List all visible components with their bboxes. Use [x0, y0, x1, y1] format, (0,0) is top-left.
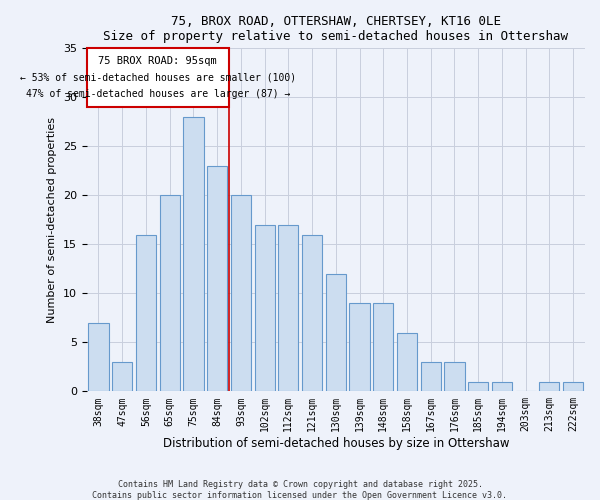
Bar: [160, 196, 180, 392]
X-axis label: Distribution of semi-detached houses by size in Ottershaw: Distribution of semi-detached houses by …: [163, 437, 509, 450]
Text: ← 53% of semi-detached houses are smaller (100): ← 53% of semi-detached houses are smalle…: [20, 73, 296, 83]
Bar: [421, 362, 441, 392]
Bar: [86, 48, 229, 107]
Bar: [397, 332, 417, 392]
Bar: [207, 166, 227, 392]
Bar: [563, 382, 583, 392]
Bar: [349, 303, 370, 392]
Bar: [231, 196, 251, 392]
Text: 47% of semi-detached houses are larger (87) →: 47% of semi-detached houses are larger (…: [26, 88, 290, 99]
Bar: [184, 117, 203, 392]
Bar: [278, 224, 298, 392]
Bar: [88, 322, 109, 392]
Title: 75, BROX ROAD, OTTERSHAW, CHERTSEY, KT16 0LE
Size of property relative to semi-d: 75, BROX ROAD, OTTERSHAW, CHERTSEY, KT16…: [103, 15, 568, 43]
Text: 75 BROX ROAD: 95sqm: 75 BROX ROAD: 95sqm: [98, 56, 217, 66]
Y-axis label: Number of semi-detached properties: Number of semi-detached properties: [47, 117, 57, 323]
Bar: [445, 362, 464, 392]
Bar: [373, 303, 394, 392]
Bar: [302, 234, 322, 392]
Bar: [468, 382, 488, 392]
Bar: [254, 224, 275, 392]
Bar: [112, 362, 133, 392]
Bar: [492, 382, 512, 392]
Text: Contains HM Land Registry data © Crown copyright and database right 2025.
Contai: Contains HM Land Registry data © Crown c…: [92, 480, 508, 500]
Bar: [136, 234, 156, 392]
Bar: [326, 274, 346, 392]
Bar: [539, 382, 559, 392]
